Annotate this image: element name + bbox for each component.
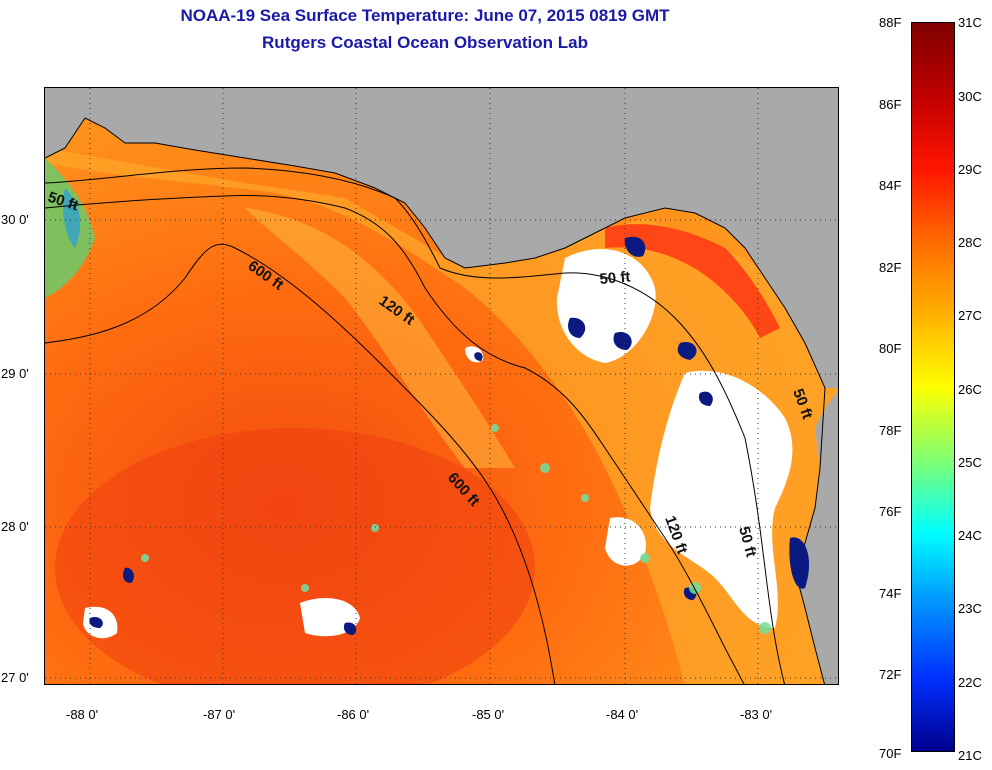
lat-label: 30 0': [1, 212, 29, 227]
colorbar-c-label: 28C: [958, 235, 982, 250]
sst-map-canvas: 50 ft 600 ft 120 ft 600 ft 120 ft 50 ft …: [45, 88, 838, 684]
land-peninsula: [797, 390, 838, 684]
colorbar-c-label: 30C: [958, 89, 982, 104]
nearshore-red: [605, 224, 780, 338]
temperature-colorbar: [911, 22, 955, 752]
lon-label: -84 0': [606, 707, 639, 722]
colorbar-c-label: 24C: [958, 528, 982, 543]
colorbar-f-label: 82F: [879, 260, 902, 275]
contour-label-50ft-bigbend: 50 ft: [599, 268, 631, 288]
lat-label: 27 0': [1, 670, 29, 685]
lon-label: -88 0': [66, 707, 99, 722]
colorbar-f-label: 74F: [879, 586, 902, 601]
colorbar-c-label: 21C: [958, 748, 982, 763]
cold-patches: [89, 236, 810, 635]
colorbar-c-label: 26C: [958, 382, 982, 397]
lat-label: 29 0': [1, 366, 29, 381]
sst-map[interactable]: 50 ft 600 ft 120 ft 600 ft 120 ft 50 ft …: [44, 87, 839, 685]
colorbar-f-label: 76F: [879, 504, 902, 519]
lon-label: -85 0': [472, 707, 505, 722]
warm-core: [55, 428, 535, 684]
cool-speckles: [141, 424, 771, 634]
colorbar-c-label: 27C: [958, 308, 982, 323]
coastline: [45, 117, 826, 684]
colorbar-c-label: 23C: [958, 601, 982, 616]
lon-label: -83 0': [740, 707, 773, 722]
colorbar-f-label: 84F: [879, 178, 902, 193]
colorbar-c-label: 29C: [958, 162, 982, 177]
lon-label: -86 0': [337, 707, 370, 722]
bathymetry-contours: [45, 167, 786, 684]
coastal-cool-water-2: [63, 188, 81, 248]
colorbar-f-label: 80F: [879, 341, 902, 356]
lat-label: 28 0': [1, 519, 29, 534]
colorbar-c-label: 22C: [958, 675, 982, 690]
mid-yellow: [245, 208, 515, 468]
colorbar-f-label: 86F: [879, 97, 902, 112]
map-subtitle: Rutgers Coastal Ocean Observation Lab: [262, 33, 588, 52]
lon-label: -87 0': [203, 707, 236, 722]
colorbar-c-label: 25C: [958, 455, 982, 470]
land-area: [45, 88, 838, 388]
colorbar-f-label: 88F: [879, 15, 902, 30]
map-title: NOAA-19 Sea Surface Temperature: June 07…: [180, 6, 670, 25]
colorbar-f-label: 70F: [879, 746, 902, 761]
colorbar-f-label: 72F: [879, 667, 902, 682]
colorbar-c-label: 31C: [958, 15, 982, 30]
colorbar-f-label: 78F: [879, 423, 902, 438]
